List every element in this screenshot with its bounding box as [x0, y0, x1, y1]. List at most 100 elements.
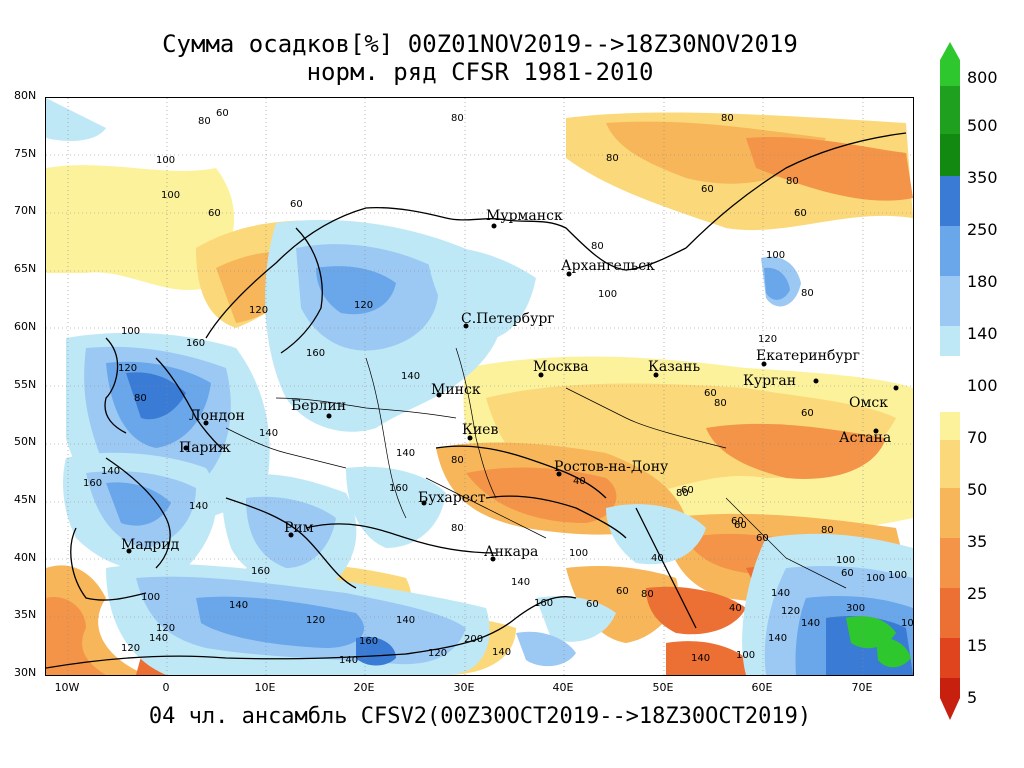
- contour-label: 140: [771, 588, 791, 599]
- city-label-moscow: Москва: [533, 359, 589, 375]
- lat-tick-75n: 75N: [14, 147, 37, 160]
- contour-label: 40: [729, 603, 742, 614]
- contour-label: 120: [306, 615, 326, 626]
- contour-label: 140: [768, 633, 788, 644]
- colorbar-label-350: 350: [967, 168, 998, 187]
- contour-label: 60: [801, 408, 814, 419]
- contour-label: 120: [758, 334, 778, 345]
- lon-tick-10w: 10W: [54, 681, 80, 694]
- contour-label: 60: [701, 184, 714, 195]
- lat-tick-35n: 35N: [14, 608, 37, 621]
- contour-label: 120: [156, 623, 176, 634]
- map-title-line1: Сумма осадков[%] 00Z01NOV2019-->18Z30NOV…: [162, 30, 798, 58]
- country-borders: [225, 347, 847, 589]
- contour-label: 100: [121, 326, 141, 337]
- contour-label: 160: [306, 348, 326, 359]
- contour-label: 80: [451, 523, 464, 534]
- contour-label: 80: [714, 398, 727, 409]
- contour-label: 100: [141, 592, 161, 603]
- map-gridlines: [46, 98, 913, 675]
- city-label-murmansk: Мурманск: [486, 208, 563, 224]
- contour-label: 140: [396, 615, 416, 626]
- contour-label: 160: [534, 598, 554, 609]
- city-label-yekaterinburg: Екатеринбург: [756, 348, 860, 364]
- contour-label: 100: [836, 555, 856, 566]
- contour-label: 100: [736, 650, 756, 661]
- city-label-arkhangelsk: Архангельск: [561, 258, 655, 274]
- contour-label: 100: [156, 155, 176, 166]
- city-label-berlin: Берлин: [291, 398, 347, 414]
- colorbar-label-100: 100: [967, 376, 998, 395]
- lat-tick-65n: 65N: [14, 262, 37, 275]
- contour-label: 80: [676, 488, 689, 499]
- contour-label: 80: [591, 241, 604, 252]
- colorbar-label-800: 800: [967, 68, 998, 87]
- contour-label: 140: [396, 448, 416, 459]
- lon-tick-70e: 70E: [851, 681, 873, 694]
- lon-tick-30e: 30E: [453, 681, 475, 694]
- city-label-kurgan: Курган: [743, 373, 797, 389]
- contour-label: 120: [354, 300, 374, 311]
- city-label-paris: Париж: [179, 440, 231, 456]
- contour-label: 160: [83, 478, 103, 489]
- lon-tick-20e: 20E: [353, 681, 375, 694]
- city-label-rome: Рим: [284, 520, 314, 536]
- ensemble-footer: 04 чл. ансамбль CFSV2(00Z30OCT2019-->18Z…: [148, 704, 812, 729]
- contour-label: 200: [464, 634, 484, 645]
- contour-label: 140: [189, 501, 209, 512]
- colorbar: [940, 42, 960, 720]
- city-label-bucharest: Бухарест: [418, 490, 486, 506]
- contour-label: 60: [794, 208, 807, 219]
- colorbar-label-35: 35: [967, 532, 988, 551]
- lat-tick-60n: 60N: [14, 320, 37, 333]
- contour-label: 160: [389, 483, 409, 494]
- city-label-kyiv: Киев: [462, 422, 499, 438]
- city-label-minsk: Минск: [431, 382, 481, 398]
- contour-label: 60: [586, 599, 599, 610]
- lon-tick-10e: 10E: [254, 681, 276, 694]
- contour-label: 300: [846, 603, 866, 614]
- colorbar-label-180: 180: [967, 272, 998, 291]
- contour-label: 80: [801, 288, 814, 299]
- contour-label: 140: [101, 466, 121, 477]
- wet-anomaly-regions: [46, 98, 913, 675]
- contour-label: 120: [118, 363, 138, 374]
- contour-label: 60: [290, 199, 303, 210]
- map-title-line2: норм. ряд CFSR 1981-2010: [306, 58, 654, 86]
- lon-tick-0: 0: [162, 681, 170, 694]
- contour-label: 140: [801, 618, 821, 629]
- colorbar-label-250: 250: [967, 220, 998, 239]
- contour-label: 120: [428, 648, 448, 659]
- contour-label: 100: [866, 573, 886, 584]
- city-label-rostov: Ростов-на-Дону: [554, 459, 669, 475]
- map-svg: [46, 98, 913, 675]
- contour-label: 60: [734, 520, 747, 531]
- contour-label: 140: [339, 655, 359, 666]
- city-label-omsk: Омск: [849, 395, 888, 411]
- city-label-astana: Астана: [839, 430, 892, 446]
- contour-label: 80: [641, 589, 654, 600]
- contour-label: 140: [229, 600, 249, 611]
- contour-label: 140: [511, 577, 531, 588]
- lat-tick-40n: 40N: [14, 551, 37, 564]
- contour-label: 100: [598, 289, 618, 300]
- colorbar-label-5: 5: [967, 688, 978, 707]
- contour-label: 60: [731, 516, 744, 527]
- precipitation-map: Мурманск Архангельск С.Петербург Москва …: [45, 97, 914, 676]
- contour-label: 60: [216, 108, 229, 119]
- colorbar-label-15: 15: [967, 636, 988, 655]
- contour-label: 80: [451, 455, 464, 466]
- contour-label: 40: [573, 476, 586, 487]
- contour-label: 140: [492, 647, 512, 658]
- contour-label: 80: [134, 393, 147, 404]
- contour-label: 100: [901, 618, 914, 629]
- contour-label: 60: [756, 533, 769, 544]
- lat-tick-30n: 30N: [14, 666, 37, 679]
- contour-label: 80: [721, 113, 734, 124]
- contour-label: 120: [249, 305, 269, 316]
- contour-label: 120: [121, 643, 141, 654]
- contour-label: 140: [691, 653, 711, 664]
- lon-tick-50e: 50E: [652, 681, 674, 694]
- contour-label: 80: [606, 153, 619, 164]
- contour-label: 160: [186, 338, 206, 349]
